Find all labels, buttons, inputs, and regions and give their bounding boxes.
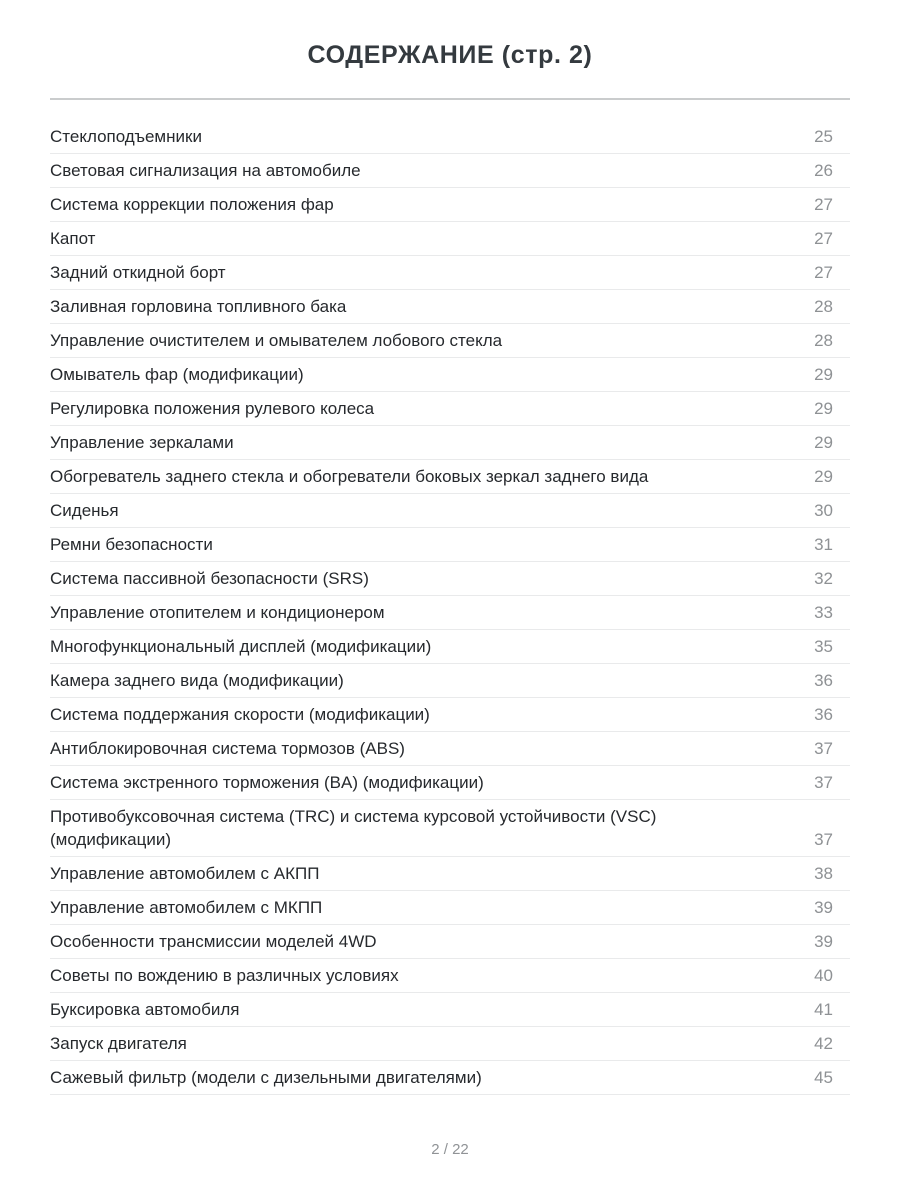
toc-entry-page-number: 33 — [814, 603, 833, 622]
toc-entry-title: Антиблокировочная система тормозов (ABS) — [50, 739, 405, 758]
toc-entry-title: Заливная горловина топливного бака — [50, 297, 347, 316]
toc-entry-title: Система экстренного торможения (BA) (мод… — [50, 773, 484, 792]
toc-entry-page-number: 35 — [814, 637, 833, 656]
toc-entry-title: Камера заднего вида (модификации) — [50, 671, 344, 690]
toc-row: Буксировка автомобиля 41 — [50, 993, 850, 1027]
toc-row: Управление зеркалами 29 — [50, 426, 850, 460]
toc-entry-title: Управление очистителем и омывателем лобо… — [50, 331, 503, 350]
toc-entry-title: Омыватель фар (модификации) — [50, 365, 304, 384]
toc-row: Камера заднего вида (модификации) 36 — [50, 664, 850, 698]
toc-entry-page-number: 27 — [814, 195, 833, 214]
toc-row: Ремни безопасности 31 — [50, 528, 850, 562]
toc-entry-title: Регулировка положения рулевого колеса — [50, 399, 375, 418]
toc-entry-title: Капот — [50, 229, 96, 248]
toc-entry-title: Управление автомобилем с АКПП — [50, 864, 320, 883]
toc-row: Управление отопителем и кондиционером 33 — [50, 596, 850, 630]
toc-row: Противобуксовочная система (TRC) и систе… — [50, 800, 850, 857]
toc-row: Омыватель фар (модификации) 29 — [50, 358, 850, 392]
page-title: СОДЕРЖАНИЕ (стр. 2) — [307, 41, 593, 69]
toc-row: Многофункциональный дисплей (модификации… — [50, 630, 850, 664]
toc-row: Регулировка положения рулевого колеса 29 — [50, 392, 850, 426]
toc-row: Световая сигнализация на автомобиле 26 — [50, 154, 850, 188]
toc-entry-page-number: 29 — [814, 433, 833, 452]
toc-row: Обогреватель заднего стекла и обогревате… — [50, 460, 850, 494]
toc-entry-page-number: 29 — [814, 365, 833, 384]
toc-row: Особенности трансмиссии моделей 4WD 39 — [50, 925, 850, 959]
toc-entry-page-number: 25 — [814, 127, 833, 146]
toc-page: СОДЕРЖАНИЕ (стр. 2) Стеклоподъемники 25 … — [50, 0, 850, 1158]
toc-entry-title: Противобуксовочная система (TRC) и систе… — [50, 807, 657, 849]
toc-entry-page-number: 37 — [814, 773, 833, 792]
toc-entry-page-number: 37 — [814, 830, 833, 849]
toc-entry-title: Советы по вождению в различных условиях — [50, 966, 399, 985]
toc-entry-page-number: 42 — [814, 1034, 833, 1053]
toc-entry-page-number: 27 — [814, 229, 833, 248]
toc-entry-page-number: 28 — [814, 297, 833, 316]
toc-entry-page-number: 45 — [814, 1068, 833, 1087]
toc-entry-page-number: 36 — [814, 705, 833, 724]
toc-entry-page-number: 27 — [814, 263, 833, 282]
toc-entry-title: Сажевый фильтр (модели с дизельными двиг… — [50, 1068, 482, 1087]
toc-row: Сажевый фильтр (модели с дизельными двиг… — [50, 1061, 850, 1095]
toc-entry-page-number: 38 — [814, 864, 833, 883]
toc-row: Система экстренного торможения (BA) (мод… — [50, 766, 850, 800]
toc-row: Запуск двигателя 42 — [50, 1027, 850, 1061]
toc-row: Советы по вождению в различных условиях … — [50, 959, 850, 993]
toc-row: Антиблокировочная система тормозов (ABS)… — [50, 732, 850, 766]
toc-row: Заливная горловина топливного бака 28 — [50, 290, 850, 324]
toc-entry-title: Управление зеркалами — [50, 433, 234, 452]
toc-entry-title: Особенности трансмиссии моделей 4WD — [50, 932, 377, 951]
toc-entry-page-number: 39 — [814, 898, 833, 917]
toc-entry-title: Ремни безопасности — [50, 535, 213, 554]
toc-entry-title: Сиденья — [50, 501, 119, 520]
toc-entry-page-number: 29 — [814, 467, 833, 486]
toc-entry-page-number: 29 — [814, 399, 833, 418]
toc-entry-page-number: 40 — [814, 966, 833, 985]
toc-entry-page-number: 36 — [814, 671, 833, 690]
page-number-footer: 2 / 22 — [431, 1141, 469, 1158]
toc-entry-title: Задний откидной борт — [50, 263, 226, 282]
title-divider — [50, 98, 850, 100]
toc-entry-title: Система поддержания скорости (модификаци… — [50, 705, 430, 724]
toc-entry-page-number: 26 — [814, 161, 833, 180]
toc-entry-page-number: 39 — [814, 932, 833, 951]
toc-entry-page-number: 41 — [814, 1000, 833, 1019]
toc-row: Сиденья 30 — [50, 494, 850, 528]
toc-row: Капот 27 — [50, 222, 850, 256]
toc-entry-title: Стеклоподъемники — [50, 127, 202, 146]
toc-entry-title: Управление автомобилем с МКПП — [50, 898, 323, 917]
toc-entry-title: Обогреватель заднего стекла и обогревате… — [50, 467, 649, 486]
toc-entry-page-number: 37 — [814, 739, 833, 758]
toc-row: Система пассивной безопасности (SRS) 32 — [50, 562, 850, 596]
toc-row: Управление автомобилем с АКПП 38 — [50, 857, 850, 891]
toc-entry-page-number: 32 — [814, 569, 833, 588]
toc-row: Управление очистителем и омывателем лобо… — [50, 324, 850, 358]
toc-list: Стеклоподъемники 25 Световая сигнализаци… — [50, 120, 850, 1095]
toc-entry-title: Управление отопителем и кондиционером — [50, 603, 385, 622]
toc-entry-title: Запуск двигателя — [50, 1034, 187, 1053]
toc-row: Стеклоподъемники 25 — [50, 120, 850, 154]
toc-entry-title: Многофункциональный дисплей (модификации… — [50, 637, 432, 656]
toc-entry-title: Буксировка автомобиля — [50, 1000, 240, 1019]
toc-row: Система поддержания скорости (модификаци… — [50, 698, 850, 732]
toc-entry-page-number: 30 — [814, 501, 833, 520]
toc-row: Задний откидной борт 27 — [50, 256, 850, 290]
toc-entry-title: Система коррекции положения фар — [50, 195, 334, 214]
toc-entry-title: Световая сигнализация на автомобиле — [50, 161, 361, 180]
toc-entry-page-number: 31 — [814, 535, 833, 554]
toc-row: Система коррекции положения фар 27 — [50, 188, 850, 222]
toc-row: Управление автомобилем с МКПП 39 — [50, 891, 850, 925]
toc-entry-title: Система пассивной безопасности (SRS) — [50, 569, 369, 588]
toc-entry-page-number: 28 — [814, 331, 833, 350]
